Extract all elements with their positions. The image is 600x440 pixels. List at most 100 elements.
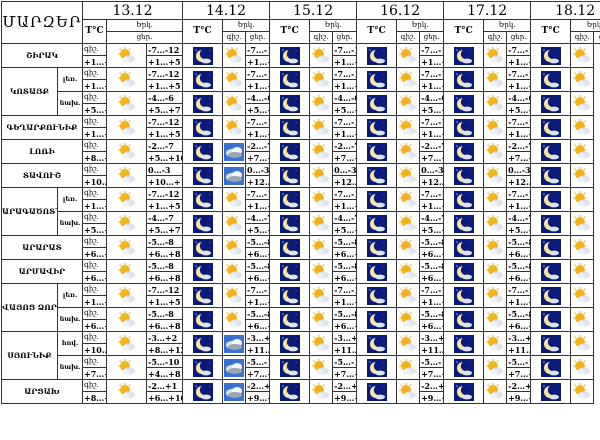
night-temp: -2…-7 xyxy=(506,139,532,152)
day-temp: +6…+8 xyxy=(332,247,358,260)
night-temp: -2…+1 xyxy=(506,379,532,392)
partly-cloudy-icon xyxy=(570,259,595,284)
night-label: գիշ. xyxy=(82,235,107,248)
sky-day-label: ցեր. xyxy=(593,31,600,44)
night-label: գիշ. xyxy=(82,163,107,176)
partly-cloudy-icon xyxy=(396,235,421,260)
partly-cloudy-icon xyxy=(222,91,247,116)
region-name: ՍՅՈՒՆԻՔ xyxy=(1,331,58,380)
partly-cloudy-icon xyxy=(570,67,595,92)
partly-cloudy-icon xyxy=(106,259,147,284)
region-name: ՎԱՅՈՑ ՁՈՐ xyxy=(1,283,58,332)
night-label: գիշ. xyxy=(82,307,107,320)
moon-icon xyxy=(269,187,311,212)
day-temp: +6…+8 xyxy=(506,247,532,260)
sky-night-label: գիշ. xyxy=(222,31,247,44)
moon-icon xyxy=(182,379,224,404)
temp-label: T°C xyxy=(182,19,224,44)
moon-icon xyxy=(182,91,224,116)
day-temp: +7…+10 xyxy=(506,367,532,380)
moon-icon xyxy=(356,211,398,236)
partly-cloudy-icon xyxy=(309,211,334,236)
region-name: ԱՐՄԱՎԻՐ xyxy=(1,259,83,284)
partly-cloudy-icon xyxy=(396,379,421,404)
cloudy-icon xyxy=(222,355,247,380)
partly-cloudy-icon xyxy=(309,307,334,332)
sky-label: Երկ. xyxy=(570,19,600,32)
moon-icon xyxy=(356,355,398,380)
night-temp: -4…-6 xyxy=(506,91,532,104)
day-temp: +1…+5 xyxy=(145,127,184,140)
day-temp: +9…+13 xyxy=(419,391,445,404)
day-temp: +7…+10 xyxy=(245,367,271,380)
moon-icon xyxy=(530,67,572,92)
day-temp: +1…+5 xyxy=(245,199,271,212)
subregion-label: նախ. xyxy=(57,355,83,380)
partly-cloudy-icon xyxy=(483,379,508,404)
day-temp: +1…+5 xyxy=(82,199,107,212)
day-temp: +1…+5 xyxy=(506,295,532,308)
night-temp: -7…-12 xyxy=(245,283,271,296)
night-label: գիշ. xyxy=(82,355,107,368)
night-temp: 0…-3 xyxy=(419,163,445,176)
moon-icon xyxy=(530,43,572,68)
partly-cloudy-icon xyxy=(396,259,421,284)
moon-icon xyxy=(356,307,398,332)
day-temp: +7…+10 xyxy=(82,367,107,380)
partly-cloudy-icon xyxy=(396,331,421,356)
moon-icon xyxy=(269,379,311,404)
moon-icon xyxy=(443,115,485,140)
night-label: գիշ. xyxy=(82,91,107,104)
night-temp: -5…-8 xyxy=(506,259,532,272)
partly-cloudy-icon xyxy=(570,163,595,188)
subregion-label: հով. xyxy=(57,331,83,356)
night-temp: -5…-8 xyxy=(332,307,358,320)
day-temp: +1…+5 xyxy=(419,199,445,212)
partly-cloudy-icon xyxy=(309,139,334,164)
moon-icon xyxy=(182,259,224,284)
day-temp: +5…+7 xyxy=(145,103,184,116)
night-temp: 0…-3 xyxy=(332,163,358,176)
subregion-label: նախ. xyxy=(57,91,83,116)
night-temp: -5…-10 xyxy=(506,355,532,368)
day-temp: +5…+7 xyxy=(419,103,445,116)
subregion-label: նախ. xyxy=(57,211,83,236)
night-temp: -2…+1 xyxy=(332,379,358,392)
night-temp: -4…-7 xyxy=(145,211,184,224)
moon-icon xyxy=(356,163,398,188)
day-temp: +1…+5 xyxy=(245,55,271,68)
day-temp: +11…+15 xyxy=(506,343,532,356)
subregion-label: նախ. xyxy=(57,307,83,332)
moon-icon xyxy=(443,235,485,260)
date-header: 14.12 xyxy=(182,1,271,20)
partly-cloudy-icon xyxy=(106,379,147,404)
partly-cloudy-icon xyxy=(106,139,147,164)
night-temp: -5…-8 xyxy=(332,235,358,248)
cloudy-icon xyxy=(222,163,247,188)
partly-cloudy-icon xyxy=(222,211,247,236)
night-label: գիշ. xyxy=(82,115,107,128)
moon-icon xyxy=(182,115,224,140)
moon-icon xyxy=(443,259,485,284)
sky-day-label: ցեր. xyxy=(332,31,358,44)
night-temp: -7…-12 xyxy=(332,283,358,296)
sky-label: Երկ. xyxy=(309,19,358,32)
moon-icon xyxy=(443,211,485,236)
night-temp: -4…-6 xyxy=(332,91,358,104)
moon-icon xyxy=(530,211,572,236)
day-temp: +10…+15 xyxy=(82,175,107,188)
night-temp: -7…-12 xyxy=(332,43,358,56)
partly-cloudy-icon xyxy=(570,235,595,260)
day-temp: +11…+15 xyxy=(245,343,271,356)
day-temp: +6…+8 xyxy=(145,247,184,260)
partly-cloudy-icon xyxy=(309,379,334,404)
partly-cloudy-icon xyxy=(570,307,595,332)
partly-cloudy-icon xyxy=(106,235,147,260)
partly-cloudy-icon xyxy=(396,139,421,164)
partly-cloudy-icon xyxy=(309,331,334,356)
moon-icon xyxy=(443,379,485,404)
moon-icon xyxy=(182,139,224,164)
partly-cloudy-icon xyxy=(396,43,421,68)
day-temp: +10…+13 xyxy=(82,343,107,356)
night-temp: -7…-12 xyxy=(419,43,445,56)
